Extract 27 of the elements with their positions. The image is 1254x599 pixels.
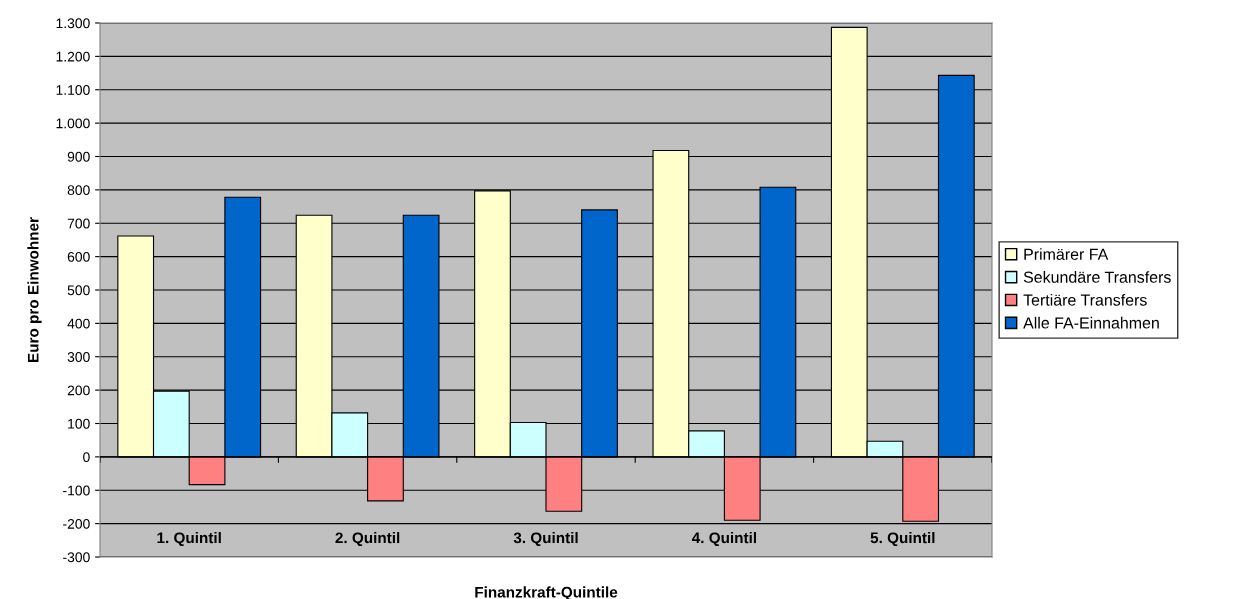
y-tick-label: 100	[68, 418, 90, 429]
legend-label: Sekundäre Transfers	[1023, 271, 1171, 283]
x-tick-label: 5. Quintil	[870, 532, 935, 547]
y-tick-label: 400	[67, 318, 90, 329]
y-tick-label: 800	[67, 185, 90, 196]
x-tick-label: 3. Quintil	[513, 532, 578, 547]
y-tick-label: 500	[67, 285, 90, 296]
y-tick-label: 900	[67, 151, 90, 162]
y-tick-label: -100	[63, 485, 90, 496]
y-axis-title: Euro pro Einwohner	[27, 217, 42, 362]
y-tick-label: 700	[67, 218, 90, 229]
x-tick-label: 1. Quintil	[157, 532, 221, 547]
y-tick-label: 0	[83, 452, 90, 463]
legend-label: Alle FA-Einnahmen	[1023, 316, 1159, 329]
legend-label: Primärer FA	[1024, 248, 1109, 260]
y-tick-label: 300	[67, 352, 90, 362]
y-tick-label: 200	[67, 385, 90, 396]
y-tick-label: 1.000	[56, 118, 90, 129]
legend-label: Tertiäre Transfers	[1023, 293, 1147, 306]
y-tick-label: 1.100	[56, 85, 90, 95]
y-tick-label: 600	[67, 251, 90, 262]
x-tick-label: 4. Quintil	[691, 532, 756, 547]
y-tick-label: 1.300	[56, 18, 90, 29]
y-tick-label: 1.200	[56, 51, 90, 62]
y-tick-label: -300	[63, 552, 90, 563]
y-tick-label: -200	[63, 518, 90, 529]
x-tick-label: 2. Quintil	[335, 532, 400, 547]
